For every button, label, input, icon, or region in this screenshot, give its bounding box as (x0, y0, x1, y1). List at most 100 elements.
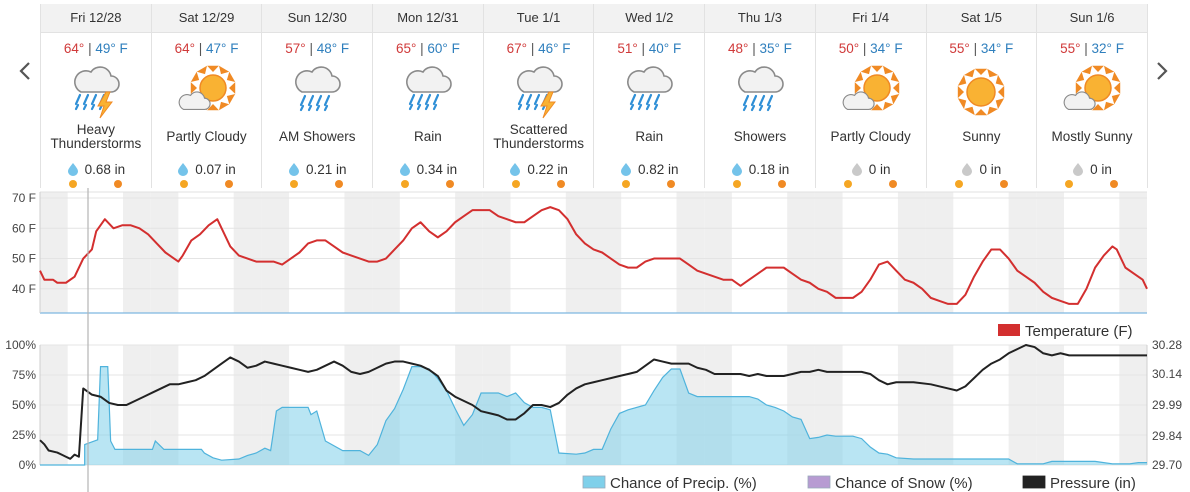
high-temp: 55° (949, 41, 970, 56)
day-column[interactable]: Sat 1/5 55° | 34° F Sunny 0 in (926, 4, 1038, 190)
night-band (593, 192, 622, 313)
day-temps: 55° | 32° F (1060, 41, 1124, 56)
day-column[interactable]: Wed 1/2 51° | 40° F Rain 0.82 in (594, 4, 706, 190)
precip-area (40, 366, 1147, 465)
precip-tick-label: 25% (12, 428, 36, 442)
condition-label: AM Showers (278, 129, 356, 144)
day-column[interactable]: Thu 1/3 48° | 35° F Showers 0.18 in (705, 4, 816, 188)
temperature-tick-label: 60 F (12, 221, 36, 235)
night-band (925, 192, 954, 313)
raindrop-icon (731, 163, 742, 176)
sun-times (152, 180, 262, 190)
pressure-tick-label: 30.14 (1152, 367, 1182, 381)
raindrop-icon (67, 163, 78, 176)
low-temp: 40° F (648, 41, 682, 56)
rain-icon (405, 66, 452, 111)
precip-tick-label: 100% (5, 338, 36, 352)
night-band (787, 192, 815, 313)
sunrise-icon (511, 180, 520, 188)
precip-legend-swatch (582, 475, 606, 489)
sunset-icon (778, 180, 787, 188)
raindrop-icon (178, 163, 189, 176)
low-temp: 47° F (206, 41, 239, 56)
night-band (40, 192, 68, 313)
partly-cloudy-icon (1063, 65, 1121, 111)
night-band (233, 192, 262, 313)
partly-cloudy-icon (178, 65, 235, 111)
precip-amount: 0 in (927, 160, 1037, 178)
sunset-icon (667, 180, 676, 188)
partly-cloudy-icon (842, 65, 899, 111)
low-temp: 46° F (538, 41, 571, 56)
precip-amount: 0.21 in (262, 160, 372, 178)
night-band (123, 192, 151, 313)
night-band (1036, 192, 1064, 313)
night-band (344, 192, 373, 313)
high-temp: 67° (506, 41, 528, 56)
night-band (482, 192, 511, 313)
sun-times (927, 180, 1037, 190)
sunrise-icon (401, 180, 410, 188)
next-days-button[interactable] (1153, 58, 1171, 84)
low-temp: 32° F (1091, 41, 1124, 56)
day-column[interactable]: Sun 1/6 55° | 32° F Mostly Sunny 0 in (1037, 4, 1148, 188)
night-band (1119, 192, 1147, 313)
condition-label: Rain (414, 129, 442, 144)
sun-times (41, 180, 151, 190)
sunrise-icon (1065, 180, 1074, 188)
precip-amount: 0.18 in (705, 160, 815, 178)
pressure-legend-swatch (1022, 475, 1046, 489)
day-column[interactable]: Sun 12/30 57° | 48° F AM Showers 0.21 in (262, 4, 374, 190)
sunrise-icon (733, 180, 742, 188)
rain-icon (627, 66, 673, 111)
day-label: Sat 12/29 (151, 4, 262, 33)
precip-amount: 0.22 in (484, 160, 594, 178)
sun-times (594, 180, 704, 190)
snow-legend-label: Chance of Snow (%) (835, 475, 973, 492)
condition-label: Heavy Thunderstorms (50, 122, 142, 151)
sunny-icon (958, 68, 1005, 116)
sun-times (262, 180, 372, 190)
precip-legend-label: Chance of Precip. (%) (610, 475, 757, 492)
showers-icon (738, 66, 784, 112)
sun-times (705, 180, 815, 190)
temperature-line (39, 206, 1148, 305)
temperature-tick-label: 40 F (12, 282, 36, 296)
precip-tick-label: 0% (19, 458, 37, 472)
day-column[interactable]: Fri 1/4 50° | 34° F Partly Cloudy 0 in (815, 4, 927, 188)
day-column[interactable]: Tue 1/1 67° | 46° F Scattered Thundersto… (483, 4, 595, 190)
high-temp: 64° (63, 41, 85, 56)
temperature-night-bands (40, 192, 1147, 313)
pressure-legend-label: Pressure (in) (1050, 475, 1136, 492)
day-label: Fri 12/28 (41, 4, 151, 33)
night-band (676, 192, 705, 313)
sun-times (1037, 180, 1147, 190)
sunset-icon (888, 180, 897, 188)
sunset-icon (446, 180, 455, 188)
condition-label: Partly Cloudy (830, 129, 911, 144)
high-temp: 64° (174, 41, 196, 56)
sunset-icon (335, 180, 344, 188)
condition-label: Scattered Thunderstorms (493, 122, 584, 151)
low-temp: 49° F (95, 41, 128, 56)
sunset-icon (224, 180, 233, 188)
precip-amount: 0 in (1037, 160, 1147, 178)
temperature-legend-swatch (998, 324, 1020, 336)
raindrop-icon (288, 163, 299, 176)
day-column[interactable]: Fri 12/28 64° | 49° F Heavy Thunderstorm… (41, 4, 152, 188)
day-label: Sat 1/5 (926, 4, 1037, 33)
low-temp: 34° F (980, 41, 1014, 56)
day-column[interactable]: Sat 12/29 64° | 47° F Partly Cloudy 0.07… (151, 4, 263, 190)
condition-label: Partly Cloudy (166, 129, 247, 144)
prev-days-button[interactable] (16, 58, 34, 84)
raindrop-icon (510, 163, 521, 176)
sunset-icon (556, 180, 565, 188)
day-column[interactable]: Mon 12/31 65° | 60° F Rain 0.34 in (373, 4, 484, 188)
raindrop-icon (962, 163, 973, 176)
condition-label: Showers (733, 129, 787, 144)
sunset-icon (1110, 180, 1119, 188)
high-temp: 65° (395, 41, 417, 56)
day-temps: 67° | 46° F (506, 41, 571, 56)
sun-times (484, 180, 594, 190)
sunrise-icon (843, 180, 852, 188)
